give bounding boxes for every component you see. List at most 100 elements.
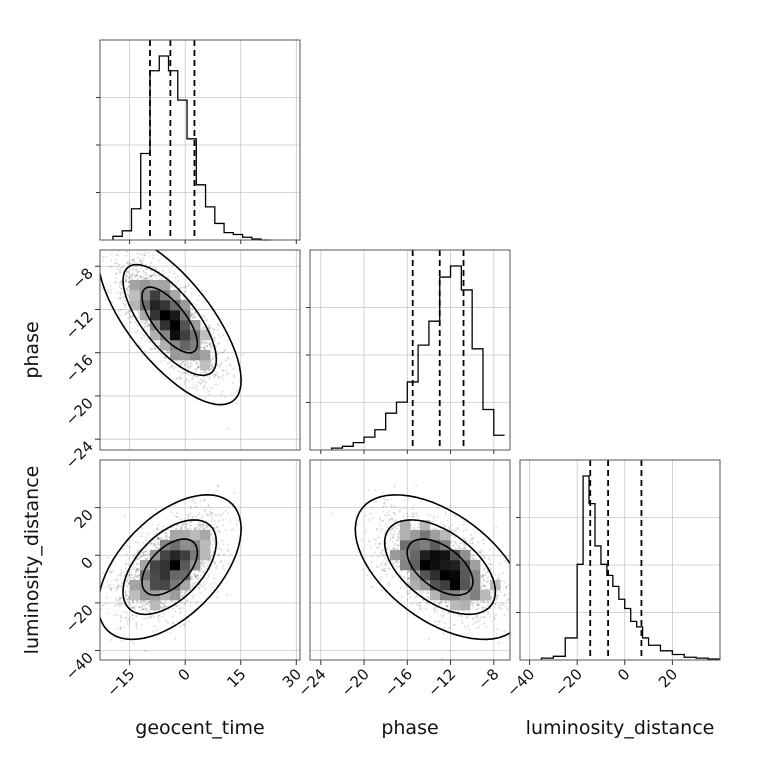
sample-point (200, 585, 203, 588)
sample-point (189, 364, 192, 367)
sample-point (206, 564, 209, 567)
sample-point (212, 547, 215, 550)
sample-point (117, 599, 120, 602)
sample-point (118, 270, 121, 273)
sample-point (102, 255, 105, 258)
sample-point (194, 575, 197, 578)
sample-point (192, 383, 195, 386)
histogram-bar (494, 435, 505, 450)
sample-point (126, 271, 129, 274)
sample-point (154, 347, 157, 350)
sample-point (201, 523, 204, 526)
sample-point (187, 513, 190, 516)
sample-point (121, 242, 123, 244)
sample-point (182, 371, 185, 374)
sample-point (142, 260, 145, 263)
sample-point (210, 533, 213, 536)
sample-point (126, 578, 129, 581)
sample-point (206, 512, 209, 515)
sample-point (154, 346, 157, 349)
sample-point (171, 616, 174, 619)
sample-point (209, 343, 212, 346)
sample-point (200, 563, 203, 566)
sample-point (148, 324, 151, 327)
sample-point (134, 608, 137, 611)
sample-point (131, 614, 134, 617)
sample-point (136, 574, 139, 577)
sample-point (138, 562, 141, 565)
sample-point (127, 312, 130, 315)
sample-point (113, 281, 116, 284)
sample-point (178, 612, 181, 615)
sample-point (217, 590, 220, 593)
sample-point (131, 273, 134, 276)
sample-point (156, 548, 159, 551)
sample-point (217, 528, 220, 531)
sample-point (161, 270, 164, 273)
sample-point (222, 378, 225, 381)
sample-point (132, 268, 135, 271)
sample-point (207, 576, 210, 579)
sample-point (209, 326, 212, 329)
sample-point (206, 524, 209, 527)
sample-point (106, 289, 109, 292)
sample-point (194, 577, 197, 580)
sample-point (192, 594, 195, 597)
density-cell (140, 290, 151, 301)
sample-point (185, 590, 188, 593)
sample-point (207, 324, 210, 327)
sample-point (149, 269, 152, 272)
sample-point (175, 527, 178, 530)
sample-point (210, 347, 213, 350)
sample-point (146, 321, 149, 324)
sample-point (178, 375, 181, 378)
sample-point (114, 599, 117, 602)
sample-point (191, 312, 194, 315)
sample-point (173, 272, 176, 275)
sample-point (192, 497, 195, 500)
sample-point (157, 541, 160, 544)
sample-point (201, 289, 204, 292)
sample-point (153, 544, 156, 547)
sample-point (116, 579, 119, 582)
sample-point (195, 527, 198, 530)
sample-point (189, 524, 192, 527)
sample-point (220, 549, 223, 552)
sample-point (161, 616, 164, 619)
sample-point (180, 373, 183, 376)
sample-point (153, 274, 156, 277)
sample-point (107, 612, 110, 615)
histogram-bar (601, 564, 607, 660)
sample-point (203, 603, 206, 606)
sample-point (233, 376, 236, 379)
sample-point (116, 262, 119, 265)
sample-point (152, 344, 155, 347)
sample-point (241, 526, 244, 529)
sample-point (204, 508, 207, 511)
sample-point (199, 378, 202, 381)
sample-point (125, 277, 128, 280)
sample-point (151, 614, 154, 617)
sample-point (185, 379, 188, 382)
sample-point (153, 625, 156, 628)
sample-point (191, 517, 194, 520)
sample-point (168, 271, 171, 274)
sample-point (191, 313, 194, 316)
histogram-bar (375, 430, 386, 450)
sample-point (120, 267, 123, 270)
sample-point (203, 346, 206, 349)
sample-point (156, 350, 159, 353)
histogram-bar (440, 277, 451, 450)
sample-point (127, 289, 130, 292)
sample-point (188, 521, 191, 524)
sample-point (128, 285, 131, 288)
sample-point (131, 614, 134, 617)
sample-point (203, 563, 206, 566)
sample-point (175, 512, 178, 515)
sample-point (144, 350, 147, 353)
sample-point (191, 576, 194, 579)
sample-point (128, 581, 131, 584)
sample-point (203, 565, 206, 568)
sample-point (182, 360, 185, 363)
sample-point (203, 499, 206, 502)
